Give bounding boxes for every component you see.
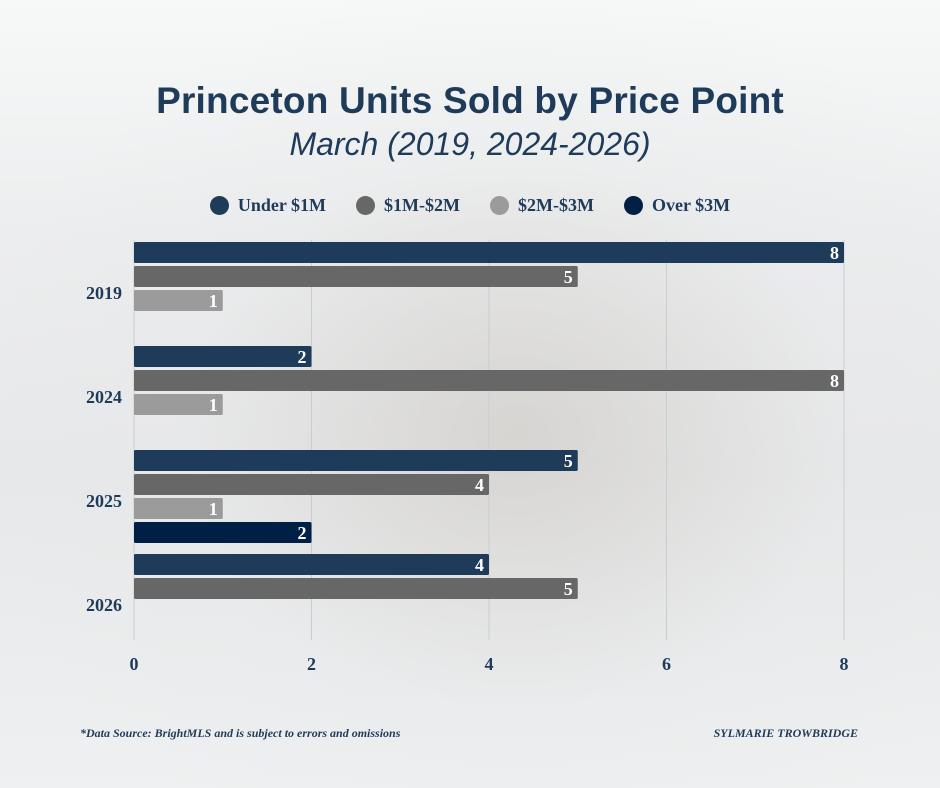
x-tick-label: 0	[130, 654, 139, 674]
bar	[134, 394, 223, 415]
bar-data-label: 5	[564, 451, 573, 471]
legend-label: $2M-$3M	[518, 195, 594, 215]
legend-swatch-icon	[356, 196, 376, 215]
bar	[134, 554, 489, 575]
bar-data-label: 2	[298, 347, 307, 367]
data-source-note: *Data Source: BrightMLS and is subject t…	[80, 726, 401, 740]
legend-label: Under $1M	[237, 195, 327, 215]
bar	[134, 498, 223, 519]
legend-label: Over $3M	[651, 195, 731, 215]
bar-data-label: 1	[209, 291, 218, 311]
bar-data-label: 1	[209, 395, 218, 415]
author-name: SYLMARIE TROWBRIDGE	[713, 726, 858, 740]
bar	[134, 578, 578, 599]
bar-data-label: 8	[830, 243, 839, 263]
legend-swatch-icon	[623, 196, 643, 215]
legend-label: $1M-$2M	[384, 195, 460, 215]
bar-data-label: 5	[564, 267, 573, 287]
bar-data-label: 1	[209, 499, 218, 519]
legend-swatch-icon	[490, 196, 509, 215]
x-tick-label: 6	[662, 654, 671, 674]
bar	[134, 370, 844, 391]
legend-item-2m-3m: $2M-$3M	[490, 195, 594, 216]
bar	[134, 346, 312, 367]
legend-item-1m-2m: $1M-$2M	[356, 195, 460, 216]
bar-data-label: 5	[564, 579, 573, 599]
y-category-label: 2024	[86, 387, 122, 407]
y-category-label: 2025	[86, 491, 122, 511]
bar	[134, 266, 578, 287]
legend-swatch-icon	[209, 196, 229, 215]
legend-item-under-1m: Under $1M	[209, 195, 327, 216]
bar	[134, 290, 223, 311]
legend: Under $1M $1M-$2M $2M-$3M Over $3M	[0, 195, 940, 216]
y-category-label: 2019	[86, 283, 122, 303]
bar-data-label: 2	[298, 523, 307, 543]
bar-data-label: 8	[830, 371, 839, 391]
bar-data-label: 4	[475, 555, 484, 575]
bar	[134, 522, 312, 543]
y-category-label: 2026	[86, 595, 122, 615]
chart-subtitle: March (2019, 2024-2026)	[289, 126, 651, 162]
x-tick-label: 4	[485, 654, 494, 674]
x-tick-label: 8	[840, 654, 849, 674]
bar	[134, 242, 844, 263]
legend-item-over-3m: Over $3M	[623, 195, 731, 216]
x-tick-label: 2	[307, 654, 316, 674]
bar	[134, 450, 578, 471]
chart-title: Princeton Units Sold by Price Point	[156, 80, 784, 121]
bar	[134, 474, 489, 495]
bar-data-label: 4	[475, 475, 484, 495]
